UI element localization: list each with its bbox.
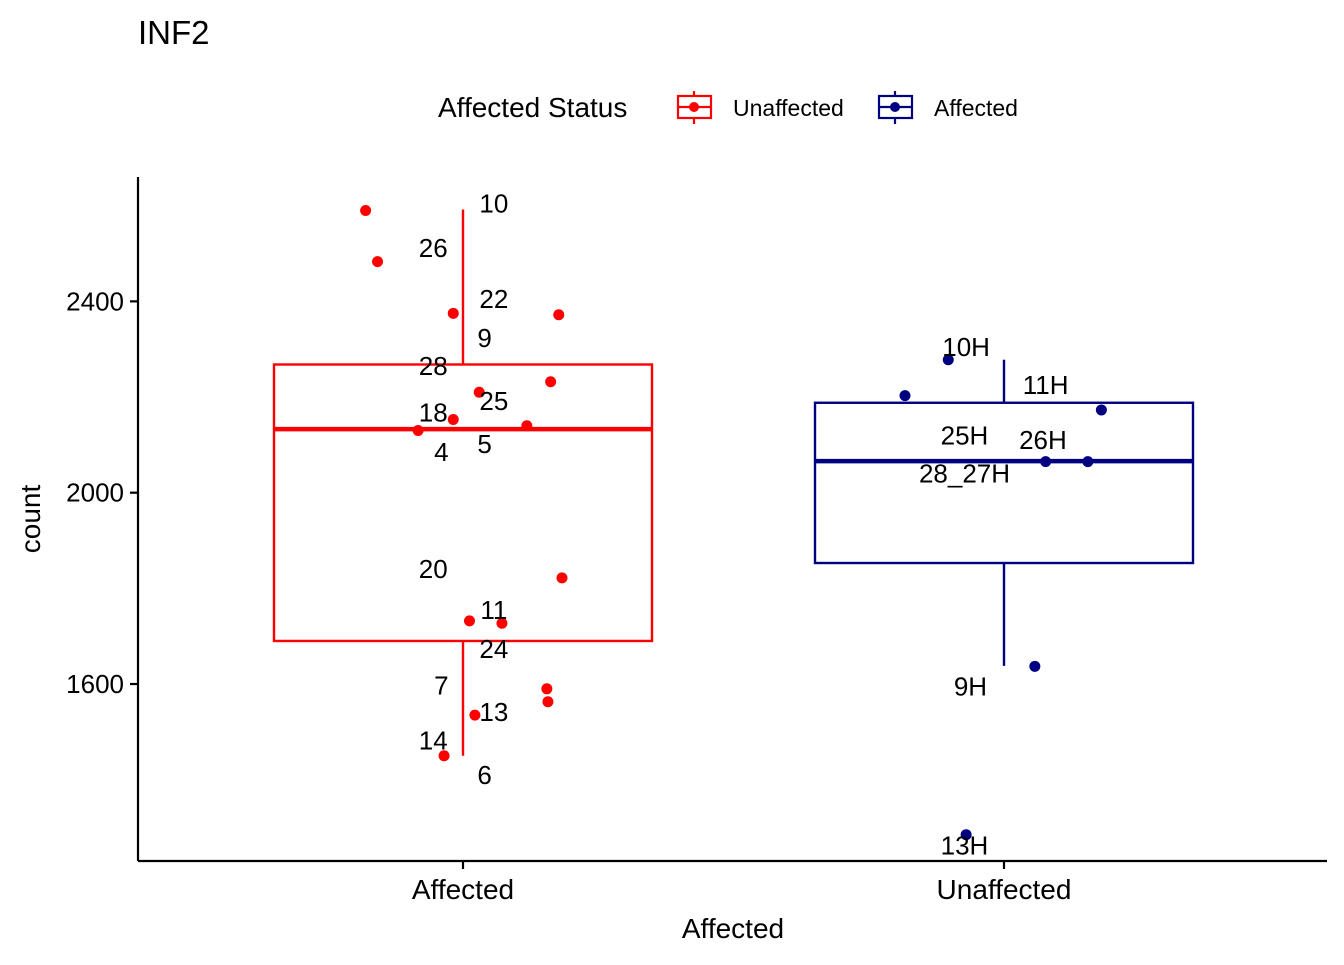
data-point: [545, 376, 557, 388]
data-point: [899, 390, 911, 402]
point-label: 26H: [1019, 425, 1067, 455]
data-point: [521, 420, 533, 432]
data-point: [447, 414, 459, 426]
legend-label-affected: Affected: [934, 95, 1018, 121]
point-label: 9H: [954, 671, 987, 701]
point-label: 28: [419, 351, 448, 381]
point-label: 11H: [1023, 370, 1069, 400]
legend-title: Affected Status: [438, 92, 627, 123]
point-label: 4: [434, 437, 448, 467]
data-point: [1082, 456, 1094, 468]
data-point: [556, 572, 568, 584]
data-point: [447, 307, 459, 319]
box-group-unaffected: 10H 11H 25H 26H 28_27H 9H 13H: [813, 332, 1195, 861]
point-label: 22: [479, 284, 508, 314]
point-label: 20: [419, 554, 448, 584]
data-point: [412, 425, 424, 437]
point-label: 11: [480, 595, 507, 625]
data-point: [1029, 660, 1041, 672]
point-label: 28_27H: [919, 459, 1010, 489]
legend-key-affected: [877, 91, 914, 124]
point-label: 10H: [942, 332, 990, 362]
point-label: 18: [419, 397, 448, 427]
point-label: 5: [477, 429, 491, 459]
y-ticks: 1600 2000 2400: [66, 286, 138, 699]
point-label: 26: [419, 233, 448, 263]
data-point: [463, 615, 475, 627]
point-label: 25H: [941, 420, 989, 450]
y-tick-label: 1600: [66, 669, 124, 699]
box: [813, 401, 1195, 565]
point-label: 9: [477, 323, 491, 353]
data-point: [553, 309, 565, 321]
box-group-affected: 10 26 22 9 28 25 18 54 20 11 24 7 13 14 6: [272, 188, 654, 790]
plot-area: 10 26 22 9 28 25 18 54 20 11 24 7 13 14 6 10H 11H 25H 26H 2…: [272, 188, 1195, 861]
data-point: [1095, 404, 1107, 416]
point-label: 7: [434, 670, 448, 700]
data-point: [1040, 456, 1052, 468]
data-point: [438, 750, 450, 762]
point-label: 13H: [941, 831, 989, 861]
y-axis-label: count: [15, 485, 46, 554]
data-point: [942, 354, 954, 366]
point-label: 25: [479, 386, 508, 416]
y-tick-label: 2400: [66, 286, 124, 316]
chart-title: INF2: [138, 14, 210, 51]
data-point: [960, 829, 972, 841]
point-label: 6: [477, 760, 491, 790]
x-axis-label: Affected: [682, 913, 784, 944]
x-ticks: Affected Unaffected: [412, 861, 1072, 905]
data-point: [496, 617, 508, 629]
x-tick-label: Unaffected: [937, 874, 1072, 905]
legend-key-unaffected: [676, 91, 713, 124]
legend: Affected Status Unaffected Affected: [438, 91, 1018, 124]
point-label: 14: [419, 725, 448, 755]
data-point: [473, 386, 485, 398]
point-label: 10: [479, 188, 508, 218]
y-tick-label: 2000: [66, 478, 124, 508]
x-tick-label: Affected: [412, 874, 514, 905]
data-point: [541, 683, 553, 695]
data-point: [372, 256, 384, 268]
legend-label-unaffected: Unaffected: [733, 95, 844, 121]
box: [272, 363, 654, 643]
data-point: [360, 204, 372, 216]
data-point: [542, 696, 554, 708]
point-label: 24: [479, 634, 508, 664]
data-point: [469, 709, 481, 721]
point-label: 13: [479, 697, 508, 727]
